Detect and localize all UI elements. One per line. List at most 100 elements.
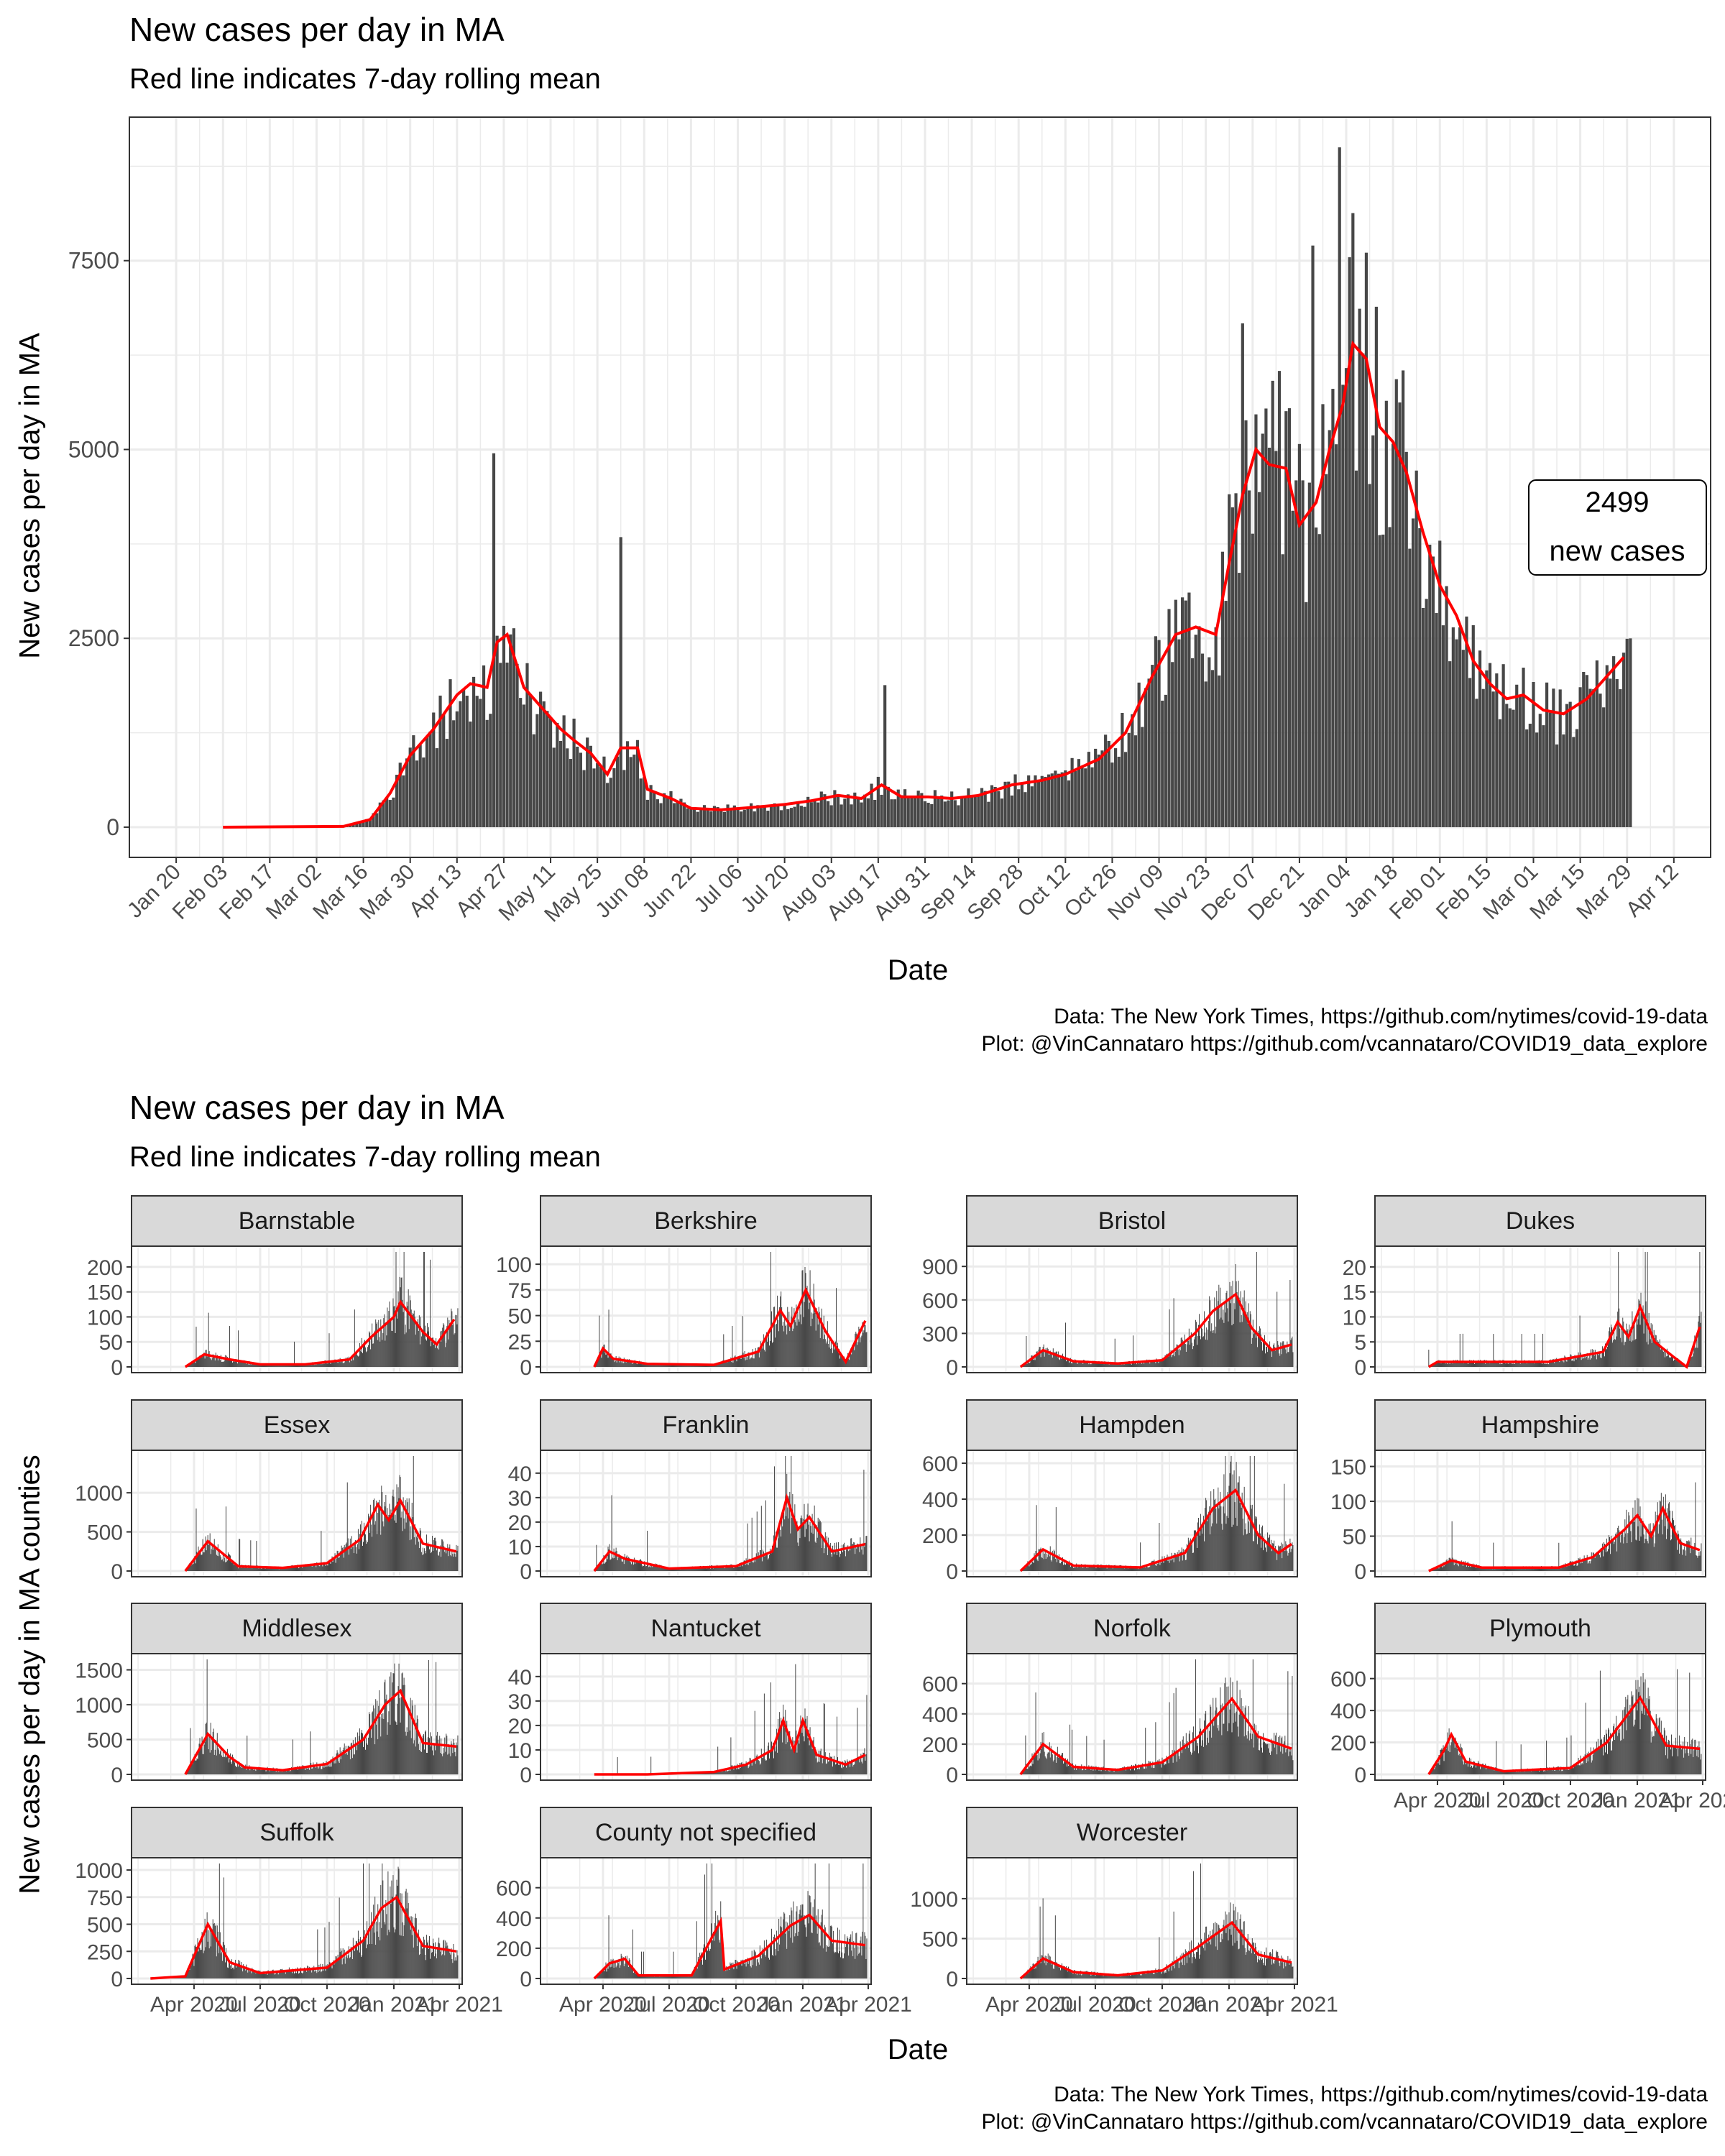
- facet-daily-bar: [290, 1766, 292, 1774]
- daily-cases-bar: [1274, 451, 1278, 827]
- daily-cases-bar: [1258, 492, 1261, 827]
- facet-daily-bar: [1066, 1361, 1067, 1367]
- facet-daily-bar: [258, 1568, 259, 1571]
- facet-daily-bar: [1574, 1355, 1576, 1367]
- facet-daily-bar: [382, 1713, 384, 1774]
- facet-daily-bar: [789, 1491, 791, 1571]
- facet-daily-bar: [218, 1754, 220, 1774]
- facet-daily-bar: [209, 1358, 211, 1367]
- facet-daily-bar: [1089, 1766, 1090, 1774]
- facet-daily-bar: [1103, 1739, 1105, 1774]
- facet-daily-bar: [745, 1761, 747, 1774]
- facet-daily-bar: [1601, 1346, 1603, 1367]
- facet-daily-bar: [1034, 1354, 1035, 1367]
- facet-daily-bar: [1678, 1360, 1680, 1367]
- facet-daily-bar: [632, 1363, 633, 1367]
- facet-daily-bar: [192, 1564, 193, 1571]
- facet-daily-bar: [1057, 1757, 1059, 1774]
- facet-daily-bar: [750, 1358, 751, 1367]
- facet-daily-bar: [1565, 1565, 1567, 1571]
- daily-cases-bar: [1325, 474, 1328, 827]
- facet-daily-bar: [758, 1347, 759, 1367]
- facet-y-tick-label: 900: [922, 1256, 958, 1279]
- facet-daily-bar: [753, 1562, 754, 1571]
- facet-daily-bar: [429, 1336, 431, 1367]
- facet-daily-bar: [623, 1358, 625, 1367]
- facet-daily-bar: [196, 1359, 198, 1367]
- facet-daily-bar: [1633, 1521, 1634, 1571]
- facet-daily-bar: [336, 1750, 338, 1774]
- daily-cases-bar: [1220, 551, 1225, 827]
- facet-daily-bar: [1691, 1547, 1693, 1571]
- facet-daily-bar: [630, 1360, 632, 1367]
- facet-daily-bar: [1076, 1563, 1077, 1571]
- facet-daily-bar: [351, 1758, 353, 1774]
- facet-daily-bar: [811, 1514, 813, 1571]
- facet-daily-bar: [1093, 1766, 1095, 1774]
- daily-cases-bar: [606, 783, 610, 827]
- facet-daily-bar: [283, 1567, 285, 1571]
- facet-daily-bar: [1630, 1531, 1632, 1571]
- facet-daily-bar: [278, 1569, 280, 1571]
- daily-cases-bar: [1364, 252, 1368, 827]
- daily-cases-bar: [1034, 775, 1037, 827]
- facet-daily-bar: [1443, 1360, 1445, 1367]
- facet-daily-bar: [834, 1346, 835, 1367]
- facet-daily-bar: [617, 1560, 618, 1571]
- daily-cases-bar: [663, 793, 666, 827]
- facet-daily-bar: [778, 1331, 780, 1367]
- facet-daily-bar: [1594, 1350, 1596, 1367]
- facet-daily-bar: [1450, 1558, 1451, 1571]
- facet-daily-bar: [1133, 1765, 1135, 1774]
- facet-daily-bar: [354, 1352, 356, 1367]
- daily-cases-bar: [990, 785, 994, 827]
- facet-daily-bar: [1224, 1513, 1225, 1571]
- facet-daily-bar: [1082, 1363, 1084, 1367]
- facet-daily-bar: [1027, 1561, 1029, 1571]
- facet-daily-bar: [410, 1526, 411, 1571]
- daily-cases-bar: [1558, 689, 1562, 827]
- facet-daily-bar: [327, 1764, 328, 1774]
- daily-cases-bar: [412, 735, 415, 827]
- facet-daily-bar: [1456, 1360, 1458, 1367]
- facet-daily-bar: [436, 1343, 438, 1367]
- daily-cases-bar: [1525, 729, 1529, 827]
- facet-daily-bar: [1146, 1564, 1148, 1571]
- facet-daily-bar: [1108, 1364, 1110, 1367]
- facet-daily-bar: [640, 1559, 642, 1571]
- facet-daily-bar: [1596, 1552, 1598, 1571]
- facet-daily-bar: [1177, 1556, 1179, 1571]
- daily-cases-bar: [448, 679, 452, 827]
- facet-daily-bar: [301, 1766, 303, 1774]
- facet-daily-bar: [1493, 1542, 1494, 1571]
- facet-daily-bar: [413, 1456, 414, 1571]
- facet-daily-bar: [1075, 1567, 1077, 1571]
- facet-daily-bar: [673, 1364, 674, 1367]
- facet-daily-bar: [373, 1705, 374, 1774]
- facet-daily-bar: [1495, 1362, 1496, 1367]
- facet-daily-bar: [451, 1549, 453, 1571]
- facet-daily-bar: [724, 1567, 726, 1571]
- facet-daily-bar: [1184, 1743, 1185, 1774]
- facet-daily-bar: [368, 1345, 369, 1367]
- facet-daily-bar: [787, 1742, 788, 1774]
- facet-daily-bar: [1074, 1567, 1075, 1571]
- facet-daily-bar: [389, 1503, 390, 1571]
- facet-daily-bar: [1108, 1771, 1110, 1774]
- facet-daily-bar: [1167, 1554, 1168, 1571]
- facet-daily-bar: [1670, 1357, 1671, 1367]
- facet-daily-bar: [1583, 1555, 1585, 1571]
- facet-daily-bar: [1201, 1526, 1202, 1571]
- facet-daily-bar: [1085, 1566, 1087, 1571]
- daily-cases-bar: [779, 810, 783, 827]
- facet-daily-bar: [1503, 1567, 1504, 1571]
- daily-cases-bar: [405, 758, 409, 827]
- daily-cases-bar: [950, 791, 954, 827]
- annotation-unit: new cases: [1550, 535, 1685, 567]
- daily-cases-bar: [726, 804, 730, 827]
- facet-daily-bar: [1458, 1361, 1460, 1367]
- facet-daily-bar: [1093, 1564, 1095, 1571]
- facet-daily-bar: [1151, 1560, 1153, 1571]
- facet-daily-bar: [1588, 1560, 1590, 1571]
- facet-daily-bar: [237, 1363, 239, 1367]
